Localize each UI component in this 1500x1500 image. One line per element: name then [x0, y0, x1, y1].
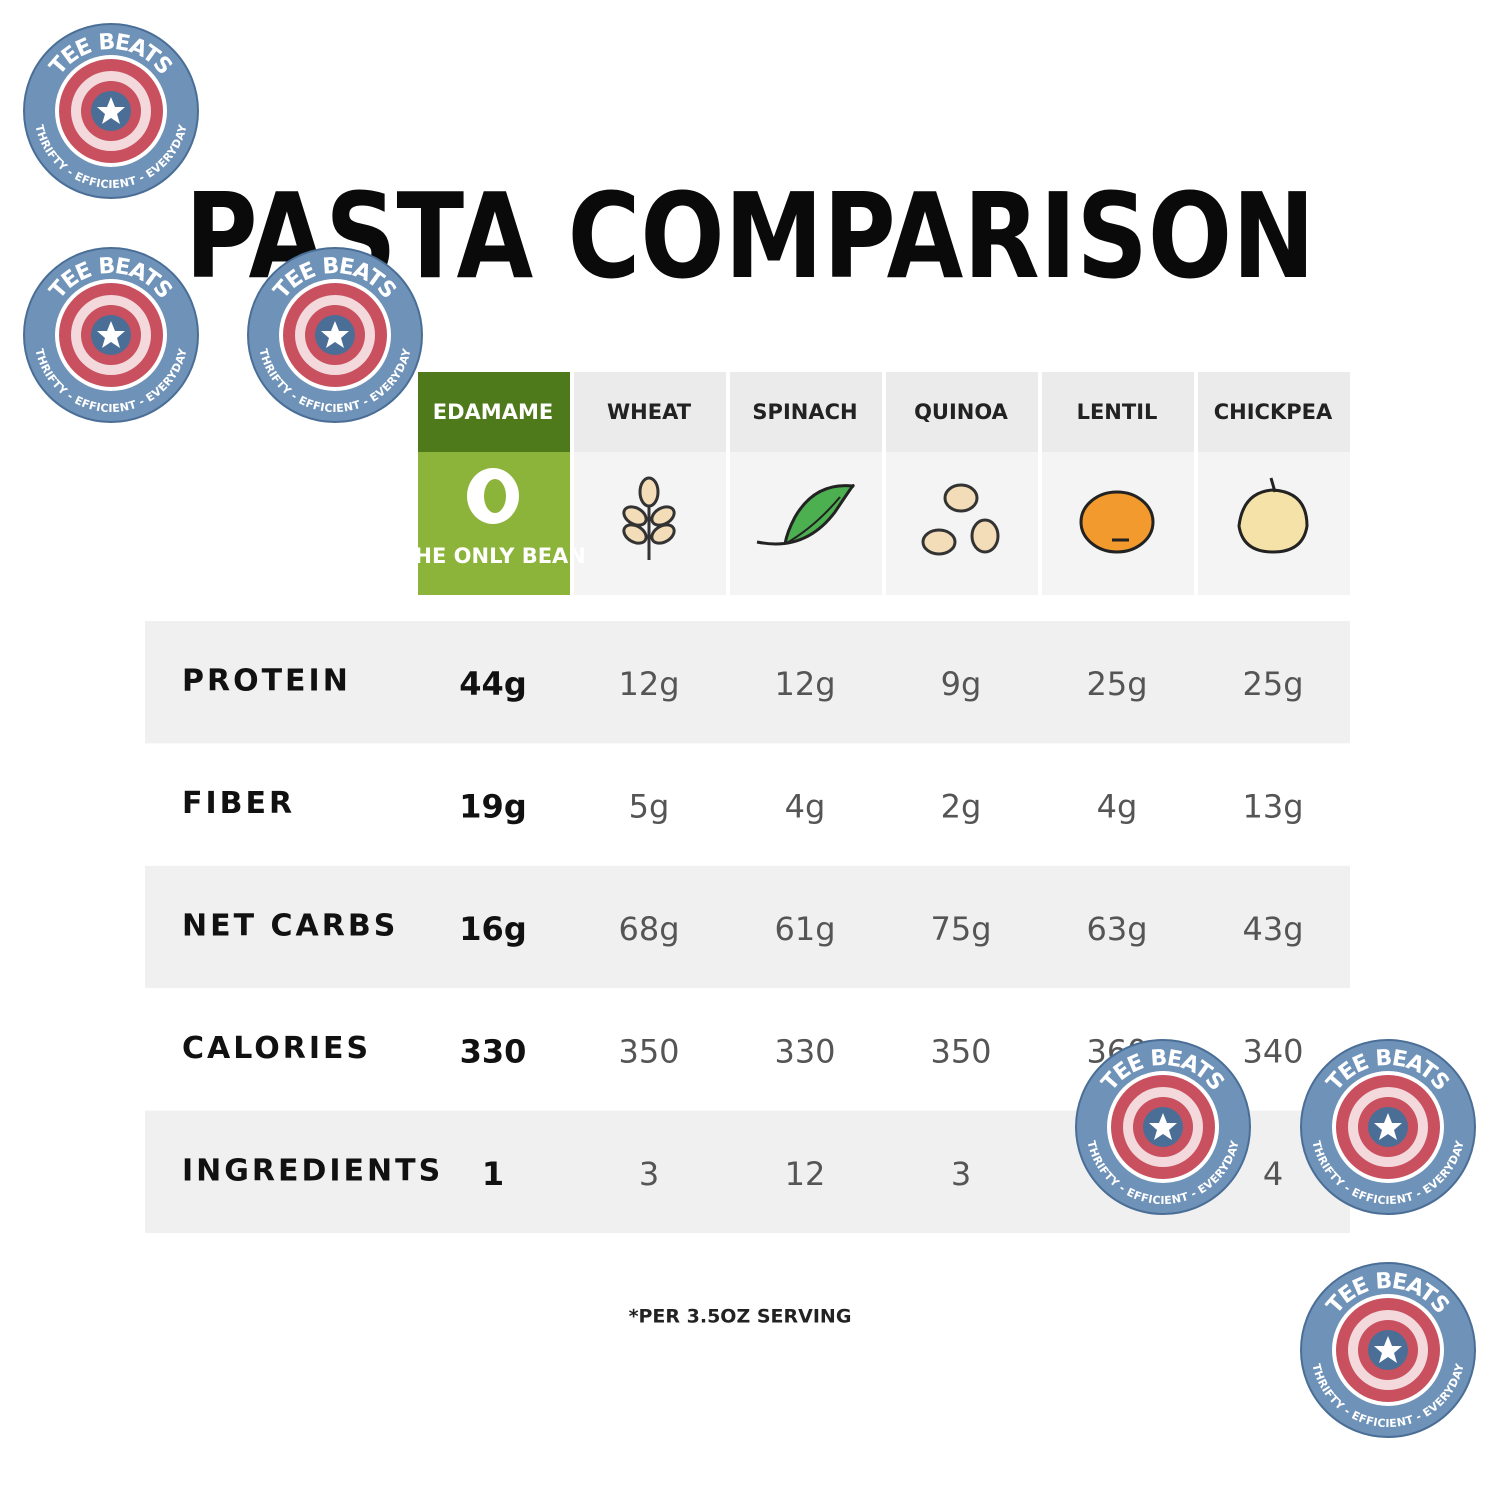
cell-value: 19g — [459, 788, 526, 826]
cell-value: 330 — [460, 1032, 527, 1070]
cell-value: 25g — [1086, 665, 1147, 703]
cell-value: 330 — [774, 1032, 835, 1070]
cell-value: 5g — [629, 788, 670, 826]
column-name: SPINACH — [752, 400, 857, 424]
column-icon — [1079, 490, 1155, 554]
row-label: CALORIES — [182, 1031, 371, 1066]
cell-value: 9g — [941, 665, 982, 703]
cell-value: 3 — [639, 1155, 659, 1193]
badge-star — [97, 97, 125, 124]
column-name: WHEAT — [607, 400, 692, 424]
badge-star — [321, 321, 349, 348]
row-background — [145, 743, 1350, 866]
column-icon — [467, 468, 519, 524]
icon-cell — [886, 452, 1038, 595]
column-badge: THE ONLY BEAN — [400, 544, 586, 568]
column-name: QUINOA — [914, 400, 1009, 424]
badge-star — [97, 321, 125, 348]
column-name: CHICKPEA — [1214, 400, 1333, 424]
column-name: EDAMAME — [433, 400, 553, 424]
cell-value: 63g — [1086, 910, 1147, 948]
header-cell — [730, 372, 882, 452]
cell-value: 350 — [618, 1032, 679, 1070]
row-background — [145, 621, 1350, 744]
cell-value: 4 — [1263, 1155, 1283, 1193]
header-cell — [418, 372, 570, 452]
badge-star — [1149, 1113, 1177, 1140]
badge-star — [1374, 1113, 1402, 1140]
cell-value: 13g — [1242, 788, 1303, 826]
cell-value: 340 — [1242, 1032, 1303, 1070]
row-label: FIBER — [182, 786, 295, 821]
column-icon — [622, 476, 676, 560]
cell-value: 25g — [1242, 665, 1303, 703]
column-icon — [756, 484, 855, 546]
row-label: INGREDIENTS — [182, 1153, 443, 1188]
column-icon — [921, 483, 1000, 556]
cell-value: 75g — [930, 910, 991, 948]
cell-value: 16g — [459, 910, 526, 948]
cell-value: 44g — [459, 665, 526, 703]
header-cell — [1198, 372, 1350, 452]
header-cell — [574, 372, 726, 452]
cell-value: 43g — [1242, 910, 1303, 948]
cell-value: 4g — [785, 788, 826, 826]
comparison-table: EDAMAME WHEAT SPINACH QUINOA LENTIL CHICKPEA T… — [145, 372, 1350, 1233]
column-name: LENTIL — [1077, 400, 1158, 424]
header-cell — [1042, 372, 1194, 452]
column-icon — [1237, 477, 1309, 554]
cell-value: 61g — [774, 910, 835, 948]
cell-value: 12g — [774, 665, 835, 703]
cell-value: 12g — [618, 665, 679, 703]
cell-value: 2g — [941, 788, 982, 826]
footnote: *PER 3.5OZ SERVING — [629, 1306, 852, 1328]
cell-value: 4g — [1097, 788, 1138, 826]
row-label: NET CARBS — [182, 909, 398, 944]
row-background — [145, 865, 1350, 989]
cell-value: 12 — [785, 1155, 826, 1193]
cell-value: 68g — [618, 910, 679, 948]
cell-value: 3 — [951, 1155, 971, 1193]
row-label: PROTEIN — [182, 664, 351, 699]
cell-value: 1 — [482, 1155, 504, 1193]
header-cell — [886, 372, 1038, 452]
badge-star — [1374, 1336, 1402, 1363]
cell-value: 350 — [930, 1032, 991, 1070]
